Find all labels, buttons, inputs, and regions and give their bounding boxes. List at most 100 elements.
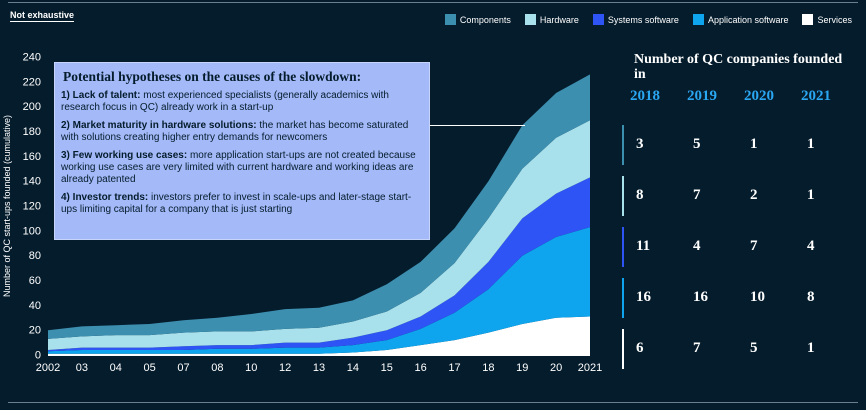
hypothesis-text: more application start-ups are not creat… [61, 150, 416, 185]
y-tick-label: 20 [29, 325, 41, 337]
x-tick-label: 19 [516, 362, 528, 374]
legend-label-components: Components [459, 14, 511, 25]
qc-cell: 1 [807, 136, 815, 152]
x-tick-label: 15 [381, 362, 393, 374]
qc-cell: 4 [807, 238, 815, 254]
legend-label-application-software: Application software [707, 14, 789, 25]
qc-cell: 7 [693, 187, 701, 203]
y-tick-label: 220 [23, 76, 41, 88]
qc-row-application-software: 16 16 10 8 [622, 278, 858, 318]
legend-swatch-application-software [692, 14, 704, 25]
top-rule [8, 2, 858, 3]
qc-row-color-bar [622, 278, 624, 318]
hypothesis-head: 4) Investor trends: [61, 192, 149, 203]
qc-cell: 1 [750, 136, 758, 152]
legend-label-systems-software: Systems software [607, 14, 679, 25]
legend-swatch-services [802, 14, 814, 25]
bottom-rule [8, 402, 858, 403]
qc-cell: 11 [636, 238, 651, 254]
qc-cell: 3 [636, 136, 644, 152]
x-tick-label: 04 [110, 362, 122, 374]
chart-legend: Components Hardware Systems software App… [444, 14, 852, 25]
y-tick-label: 60 [29, 275, 41, 287]
hypothesis-item: 3) Few working use cases: more applicati… [61, 150, 421, 186]
legend-item-systems-software: Systems software [592, 14, 679, 25]
legend-swatch-systems-software [592, 14, 604, 25]
hypothesis-item: 4) Investor trends: investors prefer to … [61, 192, 421, 216]
qc-cell: 4 [693, 238, 701, 254]
qc-cell: 2 [750, 187, 758, 203]
qc-table-title: Number of QC companies founded in [634, 52, 843, 82]
qc-table-year-header: 2018 2019 2020 2021 [630, 88, 858, 105]
legend-swatch-hardware [524, 14, 536, 25]
x-tick-label: 10 [245, 362, 257, 374]
hypothesis-head: 2) Market maturity in hardware solutions… [61, 120, 257, 131]
hypothesis-head: 3) Few working use cases: [61, 150, 188, 161]
x-tick-label: 17 [448, 362, 460, 374]
area-series-application-software [48, 227, 590, 354]
area-series-hardware [48, 120, 590, 350]
y-tick-label: 200 [23, 101, 41, 113]
qc-row-color-bar [622, 329, 624, 369]
x-tick-label: 05 [144, 362, 156, 374]
qc-cell: 7 [750, 238, 758, 254]
x-tick-label: 03 [76, 362, 88, 374]
y-tick-label: 240 [23, 52, 41, 64]
area-series-systems-software [48, 177, 590, 352]
hypothesis-head: 1) Lack of talent: [61, 90, 141, 101]
legend-label-services: Services [817, 14, 852, 25]
y-tick-label: 80 [29, 250, 41, 262]
qc-cell: 1 [807, 187, 815, 203]
qc-year-2020: 2020 [744, 88, 774, 104]
qc-cell: 6 [636, 340, 644, 356]
hypothesis-text: investors prefer to invest in scale-ups … [61, 192, 412, 215]
qc-year-2019: 2019 [687, 88, 717, 104]
legend-item-services: Services [802, 14, 852, 25]
qc-cell: 10 [750, 289, 765, 305]
qc-cell: 16 [693, 289, 708, 305]
y-tick-label: 180 [23, 126, 41, 138]
qc-cell: 5 [693, 136, 701, 152]
hypothesis-item: 1) Lack of talent: most experienced spec… [61, 90, 421, 114]
hypothesis-text: the market has become saturated with sol… [61, 120, 409, 143]
x-tick-label: 12 [279, 362, 291, 374]
hypothesis-item: 2) Market maturity in hardware solutions… [61, 120, 421, 144]
legend-item-hardware: Hardware [524, 14, 579, 25]
qc-cell: 5 [750, 340, 758, 356]
hypotheses-title: Potential hypotheses on the causes of th… [63, 69, 362, 84]
x-tick-label: 08 [211, 362, 223, 374]
qc-row-hardware: 8 7 2 1 [622, 176, 858, 216]
y-tick-label: 100 [23, 225, 41, 237]
y-tick-label: 40 [29, 300, 41, 312]
qc-cell: 8 [636, 187, 644, 203]
qc-row-services: 6 7 5 1 [622, 329, 858, 369]
qc-row-color-bar [622, 227, 624, 267]
qc-row-systems-software: 11 4 7 4 [622, 227, 858, 267]
legend-item-application-software: Application software [692, 14, 789, 25]
qc-row-color-bar [622, 176, 624, 216]
qc-cell: 1 [807, 340, 815, 356]
area-series-services [48, 316, 590, 355]
y-tick-label: 140 [23, 176, 41, 188]
x-tick-label: 20 [550, 362, 562, 374]
hypothesis-text: most experienced specialists (generally … [61, 90, 389, 113]
qc-cell: 8 [807, 289, 815, 305]
qc-row-color-bar [622, 125, 624, 165]
qc-year-2021: 2021 [801, 88, 831, 104]
area-series-components [48, 74, 590, 339]
qc-cell: 16 [636, 289, 651, 305]
y-tick-label: 120 [23, 201, 41, 213]
y-tick-label: 0 [35, 350, 41, 362]
x-tick-label: 2002 [36, 362, 60, 374]
x-tick-label: 13 [313, 362, 325, 374]
legend-swatch-components [444, 14, 456, 25]
x-tick-label: 14 [347, 362, 359, 374]
x-tick-label: 07 [177, 362, 189, 374]
qc-year-2018: 2018 [630, 88, 660, 104]
y-tick-label: 160 [23, 151, 41, 163]
x-tick-label: 16 [415, 362, 427, 374]
legend-label-hardware: Hardware [539, 14, 579, 25]
hypotheses-box: Potential hypotheses on the causes of th… [54, 62, 430, 240]
legend-item-components: Components [444, 14, 511, 25]
